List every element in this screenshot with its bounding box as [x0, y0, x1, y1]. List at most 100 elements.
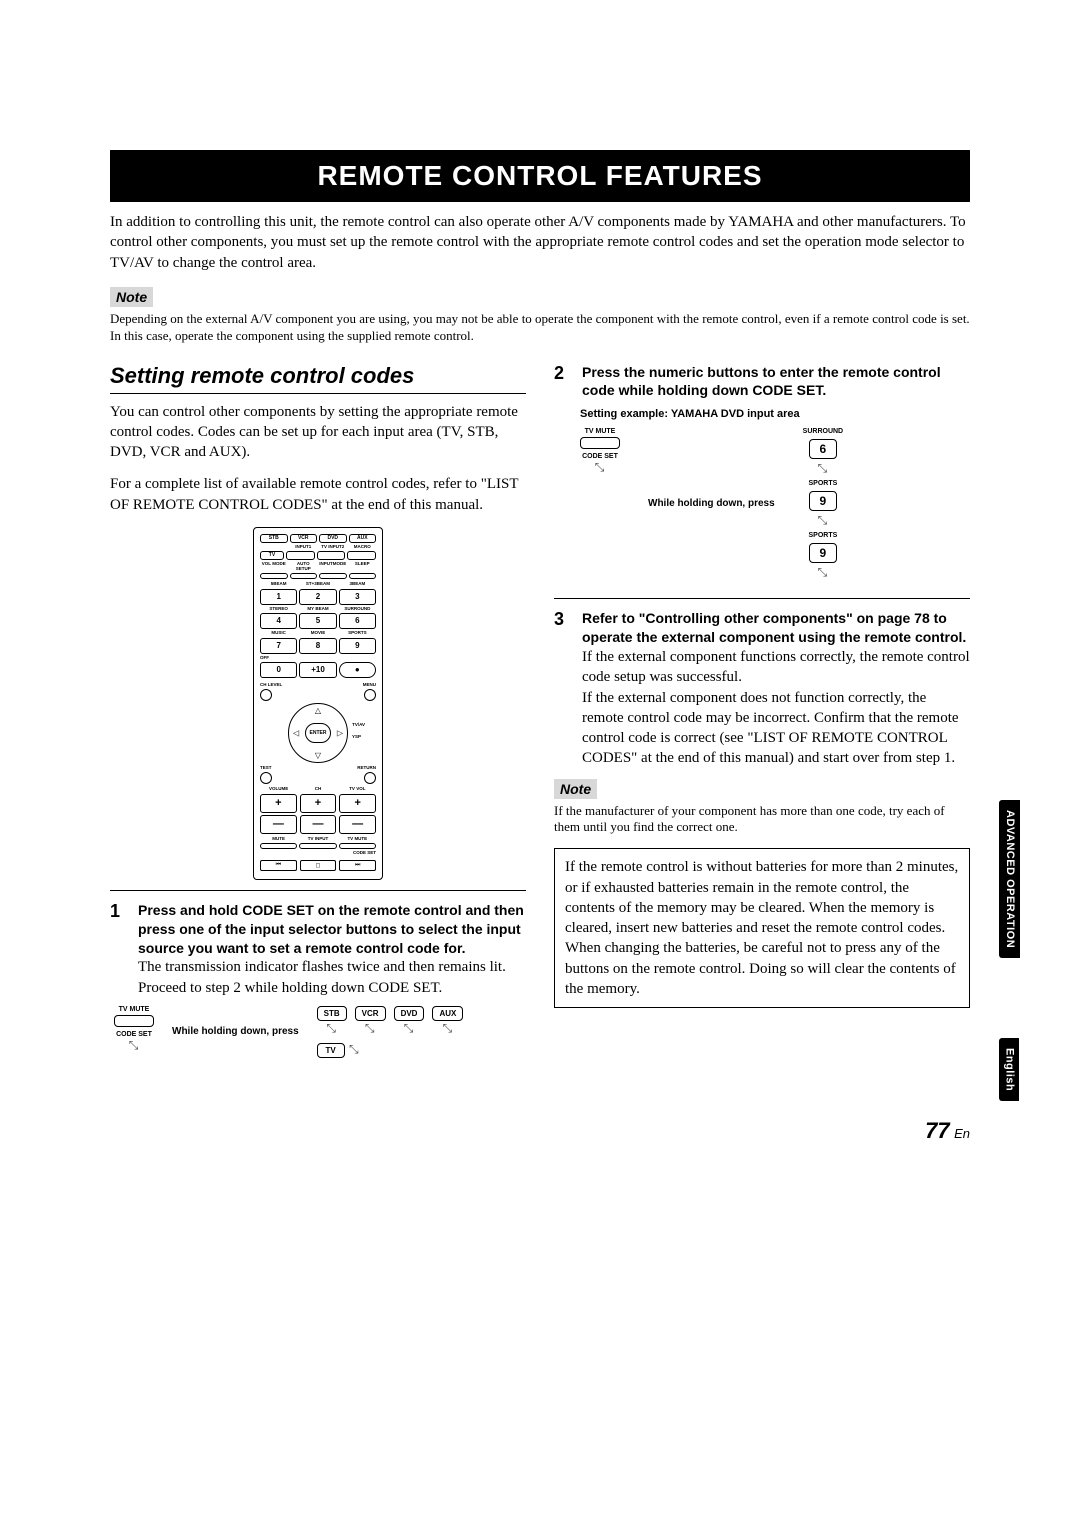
- remote-diagram: STB VCR DVD AUX INPUT1 TV INPUT2 MACRO T…: [110, 527, 526, 880]
- remote-btn-ch-up: +: [300, 794, 337, 813]
- remote-lbl-chlevel: CH LEVEL: [260, 682, 282, 687]
- remote-lbl-mybeam: MY BEAM: [299, 607, 336, 612]
- remote-btn-enter: ENTER: [305, 723, 331, 743]
- page-num-value: 77: [925, 1118, 949, 1143]
- step-3-desc: If the external component functions corr…: [582, 647, 970, 769]
- press-dash-icon: ⤡: [595, 460, 606, 475]
- illus2-btn-9a: 9: [809, 491, 837, 511]
- illus-btn-aux: AUX: [432, 1006, 463, 1021]
- press-dash-icon: ⤡: [818, 565, 829, 580]
- remote-btn-p10: +10: [299, 662, 336, 678]
- remote-lbl-menu: MENU: [363, 682, 376, 687]
- right-note-text: If the manufacturer of your component ha…: [554, 803, 970, 837]
- remote-btn-9: 9: [339, 638, 376, 654]
- two-column-layout: Setting remote control codes You can con…: [110, 363, 970, 1058]
- boxed-warning: If the remote control is without batteri…: [554, 848, 970, 1008]
- remote-lbl-input1: INPUT1: [290, 545, 318, 550]
- remote-btn-blank: [349, 573, 377, 579]
- left-column: Setting remote control codes You can con…: [110, 363, 526, 1058]
- remote-lbl-stereo: STEREO: [260, 607, 297, 612]
- remote-btn-6: 6: [339, 613, 376, 629]
- remote-lbl-tvinput: TV INPUT: [299, 837, 336, 842]
- left-body-1: You can control other components by sett…: [110, 402, 526, 463]
- illus2-btn-tvmute: [580, 437, 620, 449]
- remote-btn-next: ⏭: [339, 860, 376, 871]
- step-1-desc1: The transmission indicator flashes twice…: [138, 957, 526, 977]
- press-dash-icon: ⤡: [129, 1038, 140, 1053]
- remote-lbl-tvmute: TV MUTE: [339, 837, 376, 842]
- remote-btn-menu: [364, 689, 376, 701]
- section-heading: Setting remote control codes: [110, 363, 526, 394]
- remote-lbl-ch: CH: [299, 787, 336, 792]
- remote-btn-vol-dn: —: [260, 815, 297, 834]
- remote-lbl-ysp: YSP: [352, 734, 361, 739]
- remote-btn-1: 1: [260, 589, 297, 605]
- remote-lbl-volume: VOLUME: [260, 787, 297, 792]
- remote-btn-return: [364, 772, 376, 784]
- illus-tvmute-label: TV MUTE: [119, 1006, 150, 1013]
- remote-btn-8: 8: [299, 638, 336, 654]
- remote-btn-vol-up: +: [260, 794, 297, 813]
- illus2-holding-text: While holding down, press: [648, 498, 775, 510]
- remote-btn-stb: STB: [260, 534, 288, 543]
- step-2-illustration: TV MUTE CODE SET ⤡ While holding down, p…: [580, 428, 970, 580]
- illus2-sports-label-2: SPORTS: [809, 532, 838, 539]
- step-1-desc2: Proceed to step 2 while holding down COD…: [138, 978, 526, 998]
- remote-lbl-input2: TV INPUT2: [319, 545, 347, 550]
- step-1: 1 Press and hold CODE SET on the remote …: [110, 901, 526, 998]
- remote-lbl-off: OFF: [260, 656, 297, 661]
- remote-lbl-return: RETURN: [357, 765, 376, 770]
- remote-lbl-sleep: SLEEP: [349, 562, 377, 571]
- illus-codeset-label: CODE SET: [116, 1031, 152, 1038]
- remote-btn-tvvol-up: +: [339, 794, 376, 813]
- remote-btn-7: 7: [260, 638, 297, 654]
- intro-text: In addition to controlling this unit, th…: [110, 212, 970, 273]
- note-label-top: Note: [110, 287, 153, 307]
- press-dash-icon: ⤡: [443, 1021, 454, 1036]
- remote-lbl-inputmode: INPUTMODE: [319, 562, 347, 571]
- illus-holding-text: While holding down, press: [172, 1026, 299, 1038]
- press-dash-icon: ⤡: [345, 1042, 360, 1056]
- remote-btn-2: 2: [299, 589, 336, 605]
- illus2-tvmute-label: TV MUTE: [585, 428, 616, 435]
- remote-lbl-music: MUSIC: [260, 631, 297, 636]
- press-dash-icon: ⤡: [326, 1021, 337, 1036]
- step-num-3: 3: [554, 609, 572, 768]
- remote-lbl-sports: SPORTS: [339, 631, 376, 636]
- remote-btn-5: 5: [299, 613, 336, 629]
- remote-btn-prev: ⏮: [260, 860, 297, 871]
- remote-btn-blank: [286, 551, 315, 560]
- tab-english: English: [999, 1038, 1019, 1101]
- illus-btn-vcr: VCR: [355, 1006, 386, 1021]
- remote-body: STB VCR DVD AUX INPUT1 TV INPUT2 MACRO T…: [253, 527, 383, 880]
- illus2-btn-9b: 9: [809, 543, 837, 563]
- press-dash-icon: ⤡: [404, 1021, 415, 1036]
- remote-lbl: [260, 545, 288, 550]
- remote-btn-3: 3: [339, 589, 376, 605]
- remote-btn-rec: ●: [339, 662, 376, 678]
- remote-btn-vcr: VCR: [290, 534, 318, 543]
- remote-btn-tvmute: [339, 843, 376, 849]
- remote-lbl-mute: MUTE: [260, 837, 297, 842]
- illus2-sports-label-1: SPORTS: [809, 480, 838, 487]
- remote-lbl-movie: MOVIE: [299, 631, 336, 636]
- illus-btn-tvmute: [114, 1015, 154, 1027]
- nav-up-icon: △: [315, 706, 321, 715]
- remote-lbl-autosetup: AUTO SETUP: [290, 562, 318, 571]
- remote-lbl-test: TEST: [260, 765, 272, 770]
- left-body-2: For a complete list of available remote …: [110, 474, 526, 515]
- illus2-surround-label: SURROUND: [803, 428, 843, 435]
- setting-example-label: Setting example: YAMAHA DVD input area: [580, 408, 970, 420]
- divider: [110, 890, 526, 891]
- tab-advanced-operation: ADVANCED OPERATION: [999, 800, 1020, 958]
- remote-btn-tv: TV: [260, 551, 284, 560]
- step-2: 2 Press the numeric buttons to enter the…: [554, 363, 970, 401]
- remote-btn-dvd: DVD: [319, 534, 347, 543]
- remote-lbl-tvav: TV/AV: [352, 722, 365, 727]
- remote-btn-blank: [347, 551, 376, 560]
- remote-lbl: [339, 656, 376, 661]
- remote-lbl-volmode: VOL MODE: [260, 562, 288, 571]
- step-1-title: Press and hold CODE SET on the remote co…: [138, 901, 526, 958]
- remote-btn-4: 4: [260, 613, 297, 629]
- remote-lbl-st3beam: ST+3BEAM: [299, 582, 336, 587]
